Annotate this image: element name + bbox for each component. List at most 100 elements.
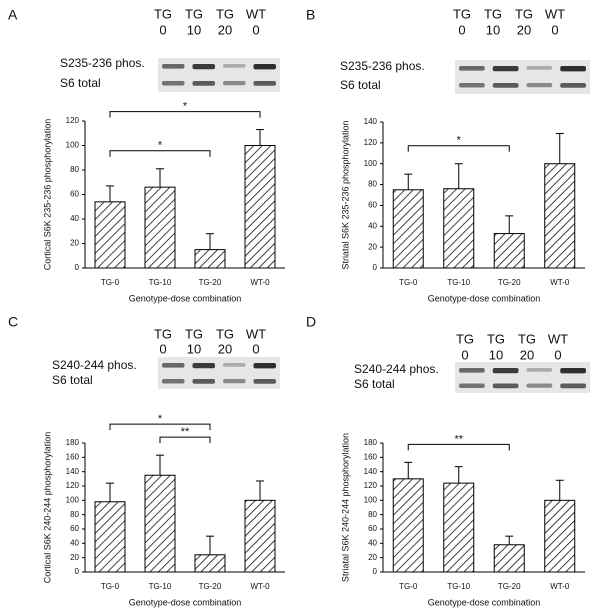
lane-dose: 0 [252, 341, 259, 356]
lane-dose: 20 [218, 22, 232, 37]
lane-dose: 0 [458, 22, 465, 37]
blot-band [560, 383, 586, 389]
y-tick-label: 120 [364, 481, 378, 490]
lane-genotype: TG [484, 6, 502, 21]
lane-genotype: TG [518, 331, 536, 346]
bar [94, 501, 126, 573]
significance-label: * [183, 100, 188, 112]
lane-genotype: TG [515, 6, 533, 21]
lane-genotype: WT [246, 6, 266, 21]
y-tick-label: 0 [373, 263, 378, 272]
y-tick-label: 80 [70, 510, 79, 519]
lane-dose: 10 [489, 347, 503, 362]
blot-band [526, 83, 553, 88]
y-tick-label: 100 [66, 141, 80, 150]
blot-band [162, 64, 185, 69]
y-tick-label: 160 [364, 452, 378, 461]
y-tick-label: 20 [70, 239, 79, 248]
blot-band [253, 64, 276, 70]
y-tick-label: 20 [368, 553, 377, 562]
y-tick-label: 120 [66, 116, 80, 125]
panel-letter: A [8, 7, 18, 23]
blot-band [192, 81, 215, 86]
bar [94, 201, 126, 269]
blot-band [253, 81, 276, 86]
lane-dose: 0 [159, 22, 166, 37]
y-tick-label: 180 [66, 438, 80, 447]
lane-dose: 0 [159, 341, 166, 356]
x-tick-label: TG-10 [447, 582, 470, 591]
blot-band [560, 83, 586, 88]
blot-band [459, 383, 485, 388]
x-tick-label: WT-0 [250, 278, 270, 287]
y-tick-label: 20 [368, 242, 377, 251]
significance-bracket [109, 423, 211, 431]
y-tick-label: 120 [364, 138, 378, 147]
blot-row-label: S235-236 phos. [60, 56, 145, 70]
y-tick-label: 60 [70, 190, 79, 199]
bar [443, 482, 475, 573]
blot-row-label: S235-236 phos. [340, 59, 425, 73]
lane-genotype: TG [154, 6, 172, 21]
bar [392, 478, 424, 573]
lane-dose: 20 [517, 22, 531, 37]
blot-band [492, 66, 519, 72]
lane-genotype: TG [487, 331, 505, 346]
blot-row-label: S240-244 phos. [354, 362, 439, 376]
panel-letter: B [306, 7, 315, 23]
blot-band [492, 83, 519, 88]
x-tick-label: TG-20 [498, 582, 521, 591]
y-tick-label: 120 [66, 481, 80, 490]
lane-dose: 10 [187, 22, 201, 37]
blot-band [459, 368, 485, 373]
blot-band [253, 379, 276, 384]
x-tick-label: WT-0 [250, 582, 270, 591]
y-tick-label: 0 [75, 567, 80, 576]
significance-bracket [407, 443, 510, 451]
blot-band [192, 64, 215, 70]
lane-genotype: WT [246, 326, 266, 341]
blot-image [158, 357, 280, 389]
y-axis-label: Striatal S6K 240-244 phosphorylation [340, 433, 350, 582]
bar [244, 145, 276, 269]
x-tick-label: WT-0 [550, 582, 570, 591]
bar [493, 544, 525, 573]
bar [443, 188, 475, 269]
y-tick-label: 80 [368, 510, 377, 519]
significance-bracket [109, 150, 211, 157]
y-tick-label: 100 [364, 495, 378, 504]
blot-band [560, 368, 586, 374]
blot-band [162, 363, 185, 368]
lane-genotype: WT [548, 331, 568, 346]
y-tick-label: 0 [75, 263, 80, 272]
blot-band [253, 363, 276, 369]
y-tick-label: 20 [70, 553, 79, 562]
blot-band [459, 66, 485, 71]
x-axis-label: Genotype-dose combination [129, 597, 242, 607]
blot-image [158, 58, 280, 92]
lane-dose: 0 [461, 347, 468, 362]
y-tick-label: 180 [364, 438, 378, 447]
x-tick-label: TG-10 [149, 582, 172, 591]
significance-label: ** [181, 426, 190, 438]
bar [194, 554, 226, 573]
y-tick-label: 140 [66, 467, 80, 476]
y-tick-label: 60 [368, 201, 377, 210]
x-tick-label: TG-10 [447, 278, 470, 287]
x-tick-label: TG-20 [199, 582, 222, 591]
lane-dose: 10 [486, 22, 500, 37]
blot-row-label: S6 total [52, 373, 93, 387]
blot-band [526, 383, 553, 388]
y-tick-label: 60 [368, 524, 377, 533]
significance-bracket [109, 111, 261, 118]
x-axis-label: Genotype-dose combination [428, 597, 541, 607]
y-tick-label: 80 [368, 180, 377, 189]
bar [244, 499, 276, 573]
blot-band [192, 363, 215, 369]
x-axis-label: Genotype-dose combination [129, 293, 242, 303]
lane-genotype: TG [216, 6, 234, 21]
y-tick-label: 100 [66, 495, 80, 504]
y-tick-label: 60 [70, 524, 79, 533]
x-tick-label: TG-0 [399, 278, 418, 287]
